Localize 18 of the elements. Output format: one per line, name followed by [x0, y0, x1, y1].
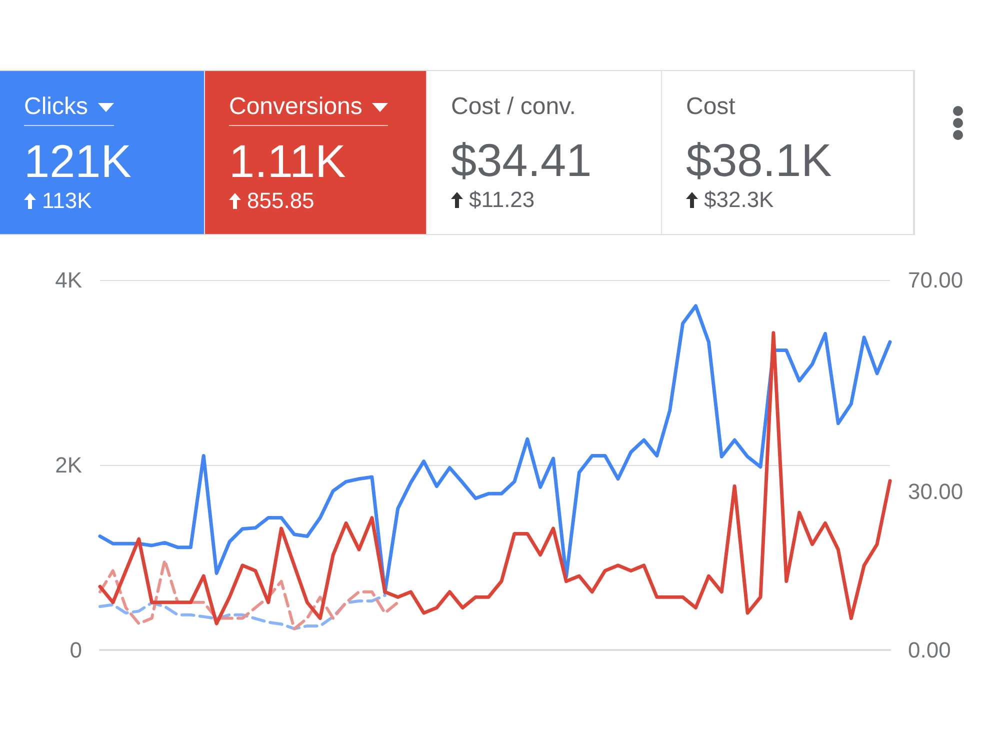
text: 113K: [42, 188, 92, 214]
y-tick-label: 0: [70, 638, 82, 662]
text: $11.23: [469, 187, 535, 213]
y-tick-label: 2K: [55, 452, 82, 478]
y2-tick-label: 0.00: [908, 638, 951, 662]
y2-tick-label: 70.00: [908, 268, 964, 292]
text: 1.11K: [229, 134, 347, 188]
text: Conversions: [229, 93, 362, 121]
text: Cost: [686, 93, 736, 121]
text: Cost / conv.: [451, 93, 576, 121]
y2-tick-label: 30.00: [908, 478, 964, 504]
text: 855.85: [247, 188, 314, 214]
text: Clicks: [24, 93, 88, 121]
text: $38.1K: [686, 133, 833, 187]
y-tick-label: 4K: [55, 268, 82, 292]
text: 121K: [24, 134, 132, 188]
text: $32.3K: [704, 187, 774, 213]
text: $34.41: [451, 133, 593, 187]
